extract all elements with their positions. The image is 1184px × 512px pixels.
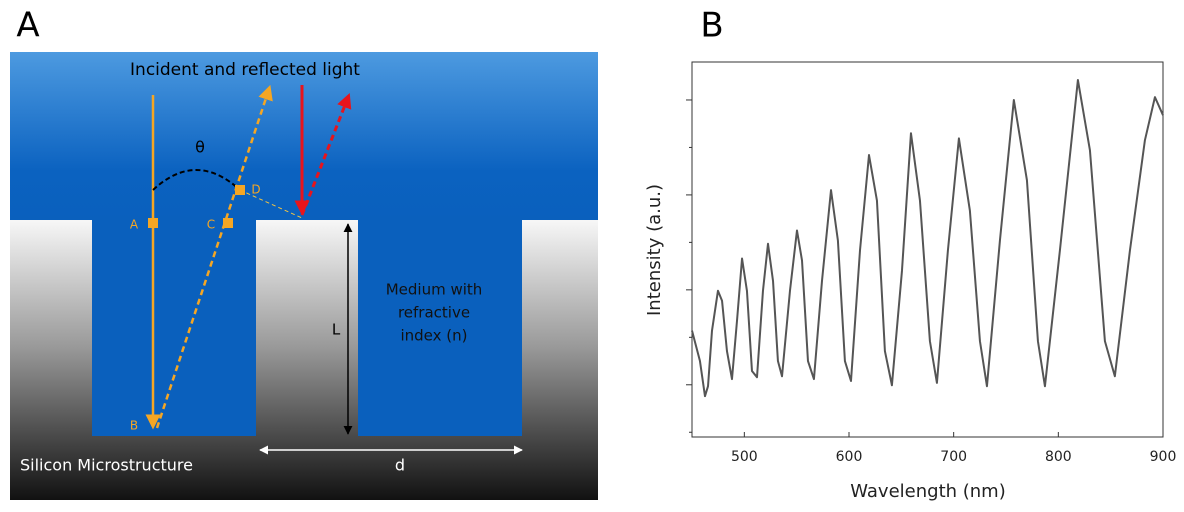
medium-label: index (n) — [400, 327, 467, 345]
point-label: A — [130, 218, 139, 232]
substrate-label: Silicon Microstructure — [20, 456, 193, 475]
background — [10, 52, 598, 222]
x-tick-label: 800 — [1045, 449, 1072, 465]
x-tick-label: 900 — [1150, 449, 1177, 465]
reflected-ray — [300, 93, 352, 216]
diagram: Incident and reflected light θ A B C D L… — [10, 52, 598, 500]
point — [223, 218, 233, 228]
plot-frame — [691, 61, 1164, 438]
angle-label: θ — [195, 138, 205, 157]
x-tick-label: 600 — [836, 449, 863, 465]
diagram-title: Incident and reflected light — [130, 60, 360, 80]
y-axis-label: Intensity (a.u.) — [644, 184, 665, 316]
reflected-ray — [155, 84, 273, 429]
x-tick-label: 500 — [731, 449, 758, 465]
point-label: D — [251, 183, 260, 197]
point-label: B — [130, 419, 138, 433]
medium-label: refractive — [398, 304, 470, 322]
panel-label: B — [700, 6, 723, 46]
point — [235, 185, 245, 195]
path-line — [239, 189, 303, 219]
panel-label: A — [16, 6, 39, 46]
point — [148, 218, 158, 228]
x-tick-label: 700 — [940, 449, 967, 465]
spacing-label: d — [395, 456, 405, 475]
spectrum-line — [691, 79, 1164, 398]
chart: Wavelength (nm) Intensity (a.u.) 500 600 7… — [644, 61, 1177, 502]
length-label: L — [332, 321, 341, 339]
medium-label: Medium with — [386, 281, 483, 299]
x-axis-label: Wavelength (nm) — [850, 481, 1006, 502]
angle-arc — [152, 169, 241, 191]
trench — [92, 220, 256, 436]
trench — [358, 220, 522, 436]
point-label: C — [207, 218, 215, 232]
